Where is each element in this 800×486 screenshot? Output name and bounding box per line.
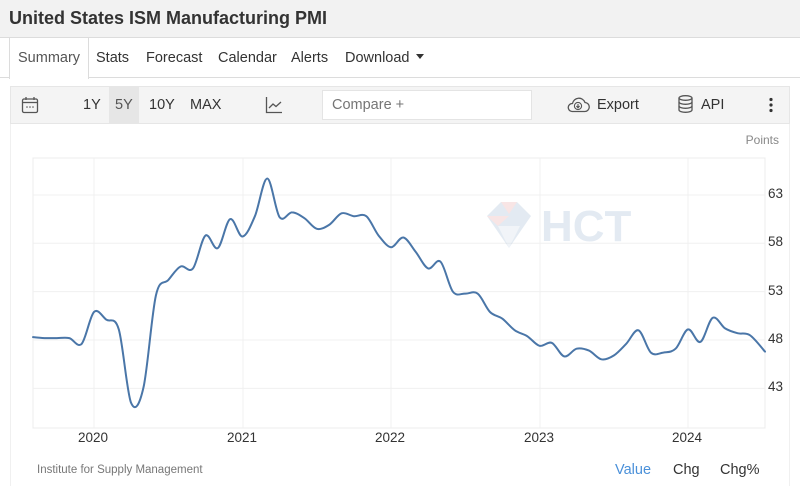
watermark-logo: HCT	[487, 202, 632, 251]
compare-input[interactable]	[322, 90, 532, 120]
source-attribution: Institute for Supply Management	[37, 464, 203, 476]
x-tick-label: 2020	[78, 430, 109, 445]
cloud-download-icon	[567, 97, 590, 112]
y-tick-label: 53	[768, 282, 784, 298]
range-10y[interactable]: 10Y	[149, 97, 175, 113]
unit-label: Points	[745, 133, 779, 147]
y-tick-label: 58	[768, 234, 784, 250]
page-title: United States ISM Manufacturing PMI	[9, 8, 328, 28]
range-max[interactable]: MAX	[190, 97, 222, 113]
y-tick-label: 48	[768, 331, 784, 346]
tab-summary[interactable]: Summary	[9, 38, 90, 79]
tab-forecast[interactable]: Forecast	[146, 50, 203, 66]
title-bar: United States ISM Manufacturing PMI	[0, 0, 800, 38]
chart-grid	[32, 157, 766, 429]
api-label: API	[701, 97, 725, 113]
line-chart-icon[interactable]	[265, 96, 283, 114]
tab-bar: Summary Stats Forecast Calendar Alerts D…	[0, 38, 800, 79]
tab-alerts[interactable]: Alerts	[291, 50, 329, 66]
tab-calendar[interactable]: Calendar	[218, 50, 277, 66]
x-tick-label: 2021	[227, 430, 258, 445]
database-icon	[678, 95, 693, 114]
caret-down-icon	[415, 53, 424, 59]
export-button[interactable]: Export	[566, 87, 639, 123]
vertical-ellipsis-icon[interactable]	[768, 97, 774, 113]
api-button[interactable]: API	[678, 87, 724, 123]
calendar-icon[interactable]	[21, 96, 39, 114]
export-label: Export	[597, 97, 639, 113]
mode-value[interactable]: Value	[615, 462, 652, 478]
x-tick-label: 2023	[524, 430, 555, 445]
range-5y[interactable]: 5Y	[109, 87, 139, 123]
chart-panel: Points HCT 43 48 53 58 63 2020 2021 2022 2023 20…	[10, 124, 790, 486]
range-1y[interactable]: 1Y	[83, 97, 101, 113]
x-tick-label: 2024	[672, 430, 703, 445]
x-tick-label: 2022	[375, 430, 406, 445]
line-chart: HCT	[32, 157, 766, 429]
y-tick-label: 63	[768, 185, 784, 201]
tab-stats[interactable]: Stats	[96, 50, 130, 66]
y-tick-label: 43	[768, 379, 784, 395]
mode-chg[interactable]: Chg	[673, 462, 700, 478]
svg-text:HCT: HCT	[541, 202, 632, 251]
tab-download[interactable]: Download	[345, 38, 424, 78]
tab-download-label: Download	[345, 50, 410, 66]
chart-toolbar: 1Y 5Y 10Y MAX Export API	[10, 86, 790, 124]
pmi-series-line	[32, 177, 766, 409]
mode-chg-percent[interactable]: Chg%	[720, 462, 760, 478]
